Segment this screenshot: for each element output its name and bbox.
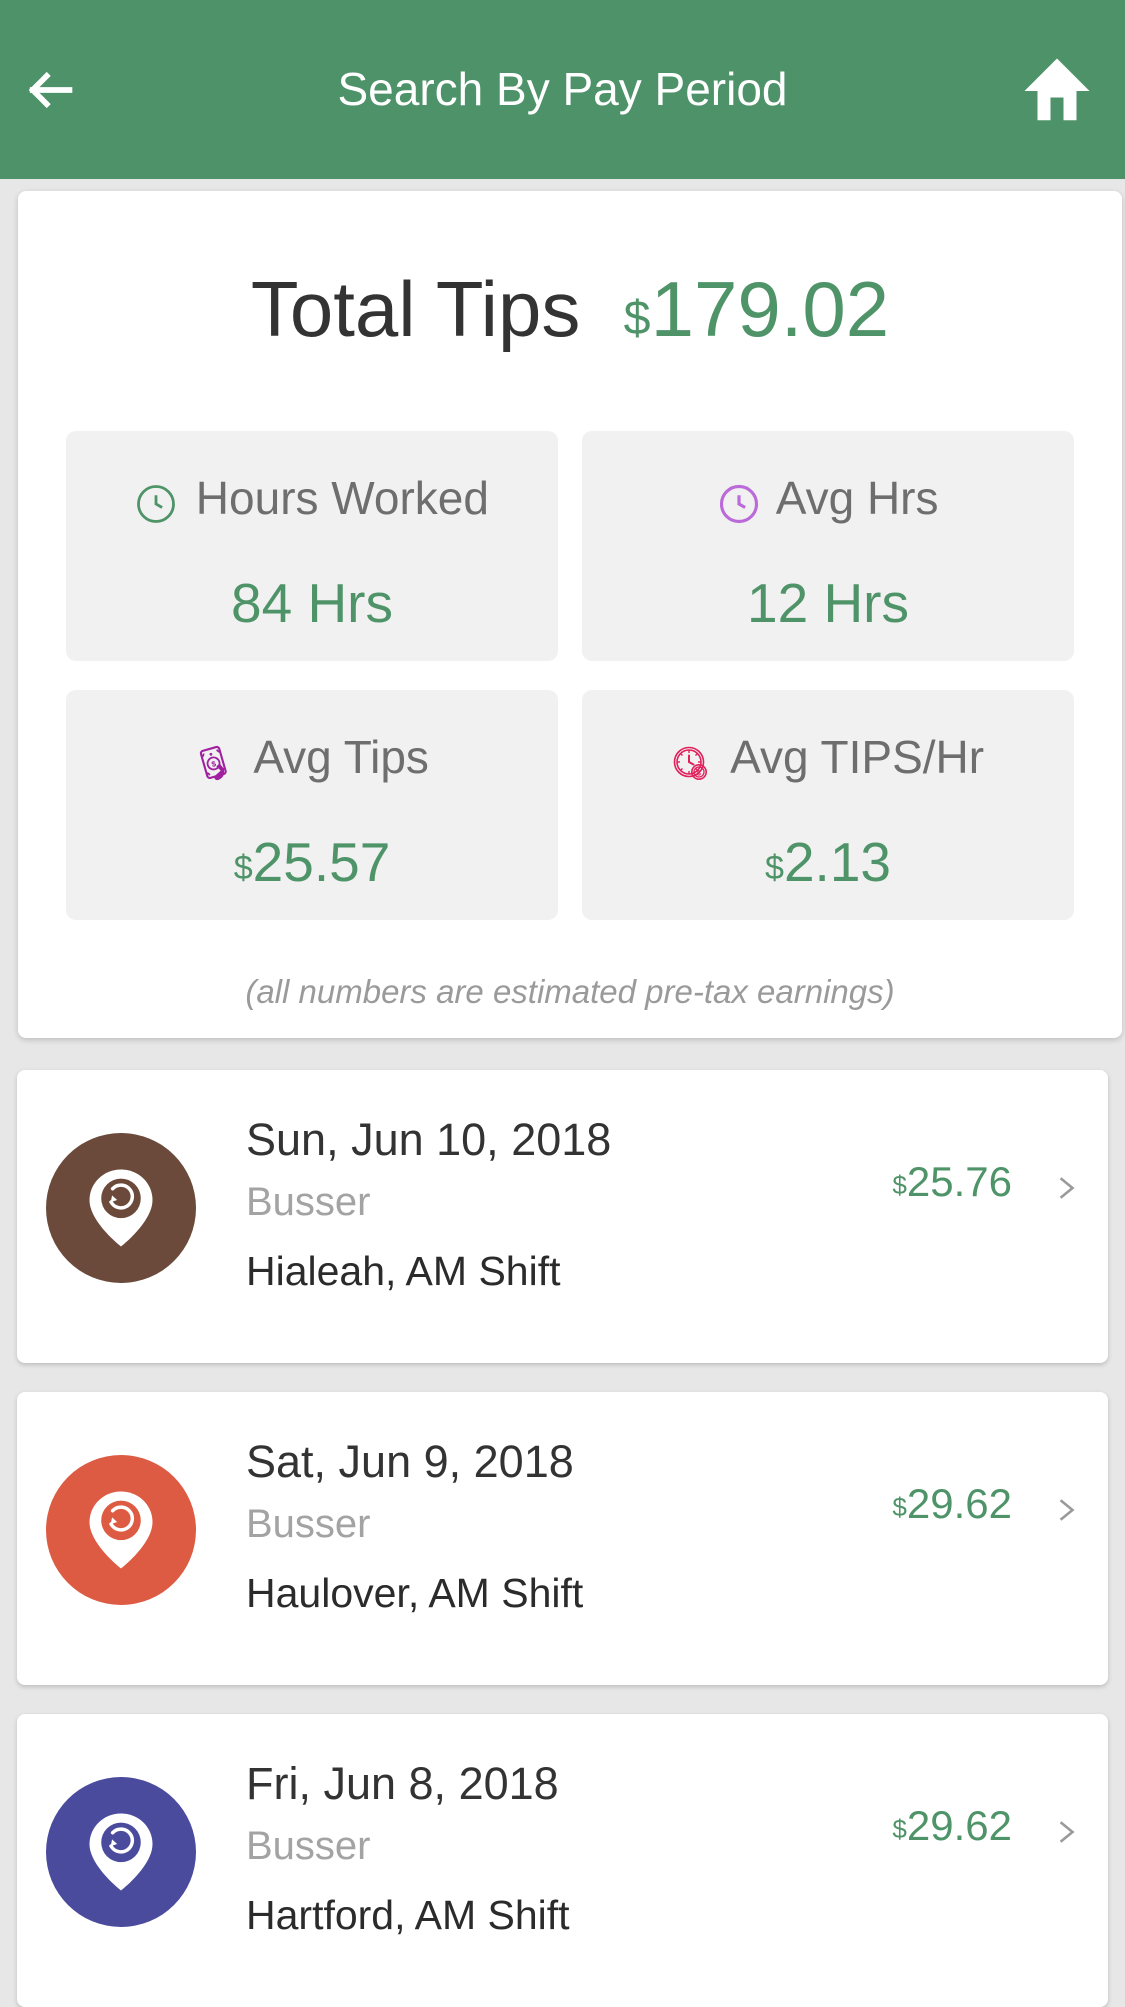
svg-text:$: $	[211, 759, 218, 769]
svg-text:$: $	[697, 770, 701, 777]
